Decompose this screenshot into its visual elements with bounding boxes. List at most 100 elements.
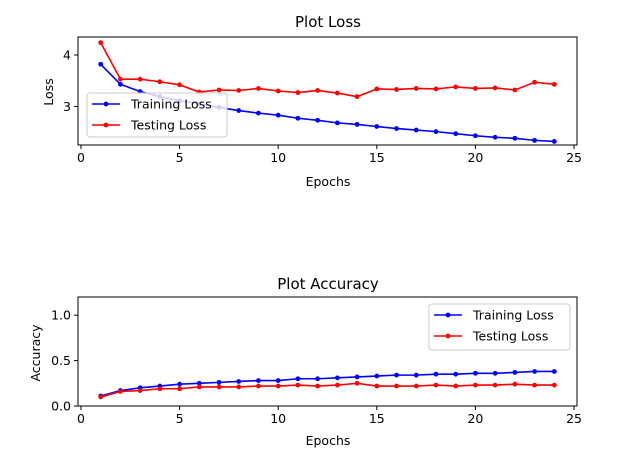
loss-training-loss-point (532, 137, 537, 143)
loss-testing-loss-point (275, 88, 281, 94)
accuracy-training-loss-point (177, 381, 182, 387)
accuracy-training-loss-point (532, 369, 537, 374)
accuracy-training-loss-point (315, 376, 321, 382)
loss-testing-loss-point (216, 87, 222, 93)
loss-x-tick-label: 15 (369, 150, 385, 165)
accuracy-testing-loss-point (413, 383, 419, 389)
accuracy-training-loss-point (413, 372, 419, 378)
accuracy-testing-loss-point (196, 384, 202, 390)
loss-testing-loss-line (99, 42, 555, 98)
accuracy-testing-loss-point (295, 382, 301, 388)
accuracy-x-tick-label: 5 (176, 411, 184, 426)
loss-training-loss-point (334, 120, 340, 126)
accuracy-legend-testing-loss-label: Testing Loss (472, 329, 548, 344)
loss-y-tick-label: 3 (63, 99, 71, 114)
loss-training-loss-point (354, 122, 360, 127)
accuracy-legend-training-loss-label: Training Loss (472, 308, 554, 323)
loss-axes-frame (77, 36, 578, 146)
accuracy-testing-loss-point (216, 384, 222, 390)
accuracy-x-tick-label: 10 (270, 411, 286, 426)
accuracy-axes-frame (77, 296, 578, 407)
accuracy-testing-loss-point (315, 383, 321, 389)
accuracy-training-loss-point (394, 372, 399, 378)
loss-testing-loss-point (532, 79, 537, 85)
accuracy-y-tick-label: 0.0 (51, 399, 71, 414)
accuracy-x-tick-label: 15 (369, 411, 385, 426)
loss-testing-loss-point (354, 94, 360, 100)
loss-y-tick-label: 4 (63, 48, 71, 63)
accuracy-training-loss-point (236, 379, 242, 384)
accuracy-training-loss-point (453, 371, 459, 377)
loss-testing-loss-point (295, 90, 301, 95)
accuracy-chart-title: Plot Accuracy (277, 275, 379, 293)
accuracy-x-tick-label: 0 (77, 411, 85, 426)
loss-testing-loss-point (453, 84, 459, 90)
loss-testing-loss-point (394, 87, 399, 92)
accuracy-testing-loss-point (157, 386, 163, 392)
loss-x-axis-label: Epochs (306, 174, 351, 189)
accuracy-legend-testing-loss-marker (445, 333, 451, 339)
loss-testing-loss-point (551, 81, 557, 87)
loss-training-loss-point (492, 134, 498, 140)
accuracy-testing-loss-point (256, 383, 261, 389)
loss-training-loss-point (236, 108, 242, 113)
loss-testing-loss-point (177, 82, 182, 88)
accuracy-testing-loss-point (374, 383, 380, 389)
accuracy-training-loss-point (256, 378, 261, 383)
accuracy-testing-loss-point (354, 380, 360, 386)
loss-training-loss-point (374, 124, 380, 129)
accuracy-testing-loss-line (100, 382, 555, 398)
accuracy-training-loss-point (473, 370, 478, 376)
loss-training-loss-point (118, 81, 123, 87)
loss-testing-loss-point (334, 90, 340, 96)
loss-training-loss-point (275, 112, 281, 118)
loss-training-loss-point (433, 129, 439, 135)
accuracy-legend: Training Loss Testing Loss (428, 303, 571, 351)
accuracy-testing-loss-point (492, 382, 498, 388)
accuracy-testing-loss-point (275, 383, 281, 389)
loss-training-loss-point (256, 110, 261, 116)
accuracy-training-loss-point (512, 369, 518, 375)
loss-training-loss-point (394, 126, 399, 131)
loss-testing-loss-point (256, 86, 261, 91)
loss-chart-title: Plot Loss (295, 13, 361, 31)
loss-training-loss-point (315, 117, 321, 123)
loss-x-tick-label: 20 (467, 150, 483, 165)
loss-training-loss-point (413, 127, 419, 133)
accuracy-testing-loss-point (512, 381, 518, 387)
accuracy-testing-loss-point (98, 394, 104, 400)
loss-training-loss-point (473, 133, 478, 139)
accuracy-training-loss-point (354, 374, 360, 380)
loss-training-loss-point (551, 139, 557, 144)
accuracy-testing-loss-point (334, 382, 340, 388)
loss-testing-loss-point (433, 86, 439, 92)
accuracy-testing-loss-point (236, 384, 242, 390)
accuracy-training-loss-point (551, 369, 557, 374)
loss-legend: Training Loss Testing Loss (86, 92, 228, 138)
loss-testing-loss-point (512, 87, 518, 93)
loss-training-loss-point (295, 115, 301, 121)
accuracy-testing-loss-point (532, 382, 537, 388)
loss-subplot: Plot Loss Epochs Loss 0 5 10 15 20 25 3 4 Traini… (41, 13, 582, 189)
loss-legend-box (86, 92, 228, 138)
accuracy-training-loss-point (374, 373, 380, 379)
loss-testing-loss-point (413, 86, 419, 91)
accuracy-y-tick-label: 0.5 (51, 353, 71, 368)
loss-y-axis-label: Loss (41, 78, 56, 105)
accuracy-testing-loss-point (137, 388, 143, 393)
accuracy-training-loss-point (295, 376, 301, 382)
accuracy-subplot: Plot Accuracy Epochs Accuracy 0 5 10 15 20 25… (28, 275, 582, 448)
loss-x-tick-label: 25 (566, 150, 582, 165)
accuracy-x-tick-label: 25 (566, 411, 582, 426)
accuracy-legend-training-loss-marker (445, 312, 451, 318)
accuracy-training-loss-point (275, 378, 281, 383)
accuracy-training-loss-line (100, 370, 555, 397)
loss-testing-loss-point (236, 88, 242, 93)
loss-training-loss-point (453, 131, 459, 137)
loss-legend-testing-loss-label: Testing Loss (130, 118, 206, 133)
accuracy-x-axis-label: Epochs (306, 433, 351, 448)
loss-testing-loss-point (137, 76, 143, 82)
accuracy-y-axis-label: Accuracy (28, 324, 43, 382)
accuracy-testing-loss-point (177, 386, 182, 392)
